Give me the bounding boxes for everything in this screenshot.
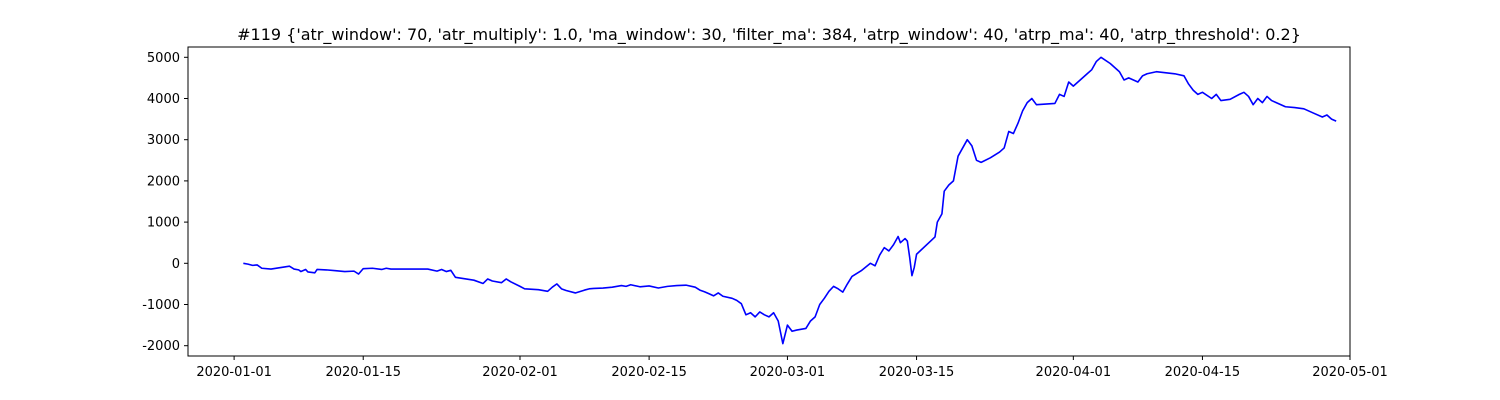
y-tick-label: 5000 — [147, 51, 180, 66]
x-tick-label: 2020-04-01 — [1036, 365, 1112, 380]
x-tick-label: 2020-03-01 — [750, 365, 826, 380]
x-tick-label: 2020-02-01 — [482, 365, 558, 380]
y-axis: -2000 -1000 0 1000 2000 3000 4000 5000 — [142, 51, 188, 354]
y-tick-label: 3000 — [147, 133, 180, 148]
x-tick-label: 2020-03-15 — [879, 365, 955, 380]
y-tick-label: 2000 — [147, 174, 180, 189]
x-tick-label: 2020-05-01 — [1312, 365, 1388, 380]
plot-area — [187, 46, 1351, 357]
series-layer — [243, 56, 1337, 345]
series-line-0 — [243, 56, 1337, 345]
y-tick-label: -1000 — [142, 298, 180, 313]
y-tick-label: 0 — [172, 257, 180, 272]
y-tick-label: 1000 — [147, 216, 180, 231]
x-tick-label: 2020-01-01 — [196, 365, 272, 380]
y-tick-label: -2000 — [142, 339, 180, 354]
x-tick-label: 2020-02-15 — [611, 365, 687, 380]
x-tick-label: 2020-04-15 — [1165, 365, 1241, 380]
chart-title: #119 {'atr_window': 70, 'atr_multiply': … — [237, 25, 1301, 45]
plot-frame — [187, 46, 1351, 357]
y-tick-label: 4000 — [147, 92, 180, 107]
x-tick-label: 2020-01-15 — [325, 365, 401, 380]
x-axis: 2020-01-01 2020-01-15 2020-02-01 2020-02-15… — [196, 356, 1388, 380]
